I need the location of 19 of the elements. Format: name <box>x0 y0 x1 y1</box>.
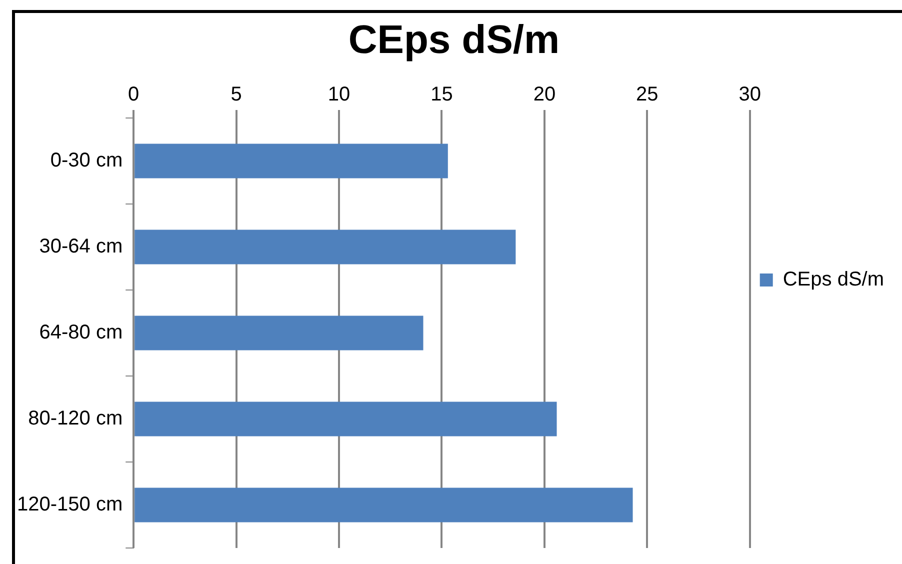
y-tick-label: 80-120 cm <box>28 408 123 430</box>
legend-label: CEps dS/m <box>782 268 884 291</box>
y-tick-label: 0-30 cm <box>50 150 123 172</box>
x-tick-label: 15 <box>430 84 453 106</box>
bar <box>134 488 633 522</box>
x-tick-label: 30 <box>738 84 761 106</box>
bar <box>134 316 424 350</box>
y-tick-label: 64-80 cm <box>39 322 123 344</box>
x-tick-label: 5 <box>230 84 242 106</box>
bar <box>134 402 557 436</box>
x-tick-label: 25 <box>636 84 658 106</box>
chart-title: CEps dS/m <box>348 18 560 62</box>
bar <box>134 230 516 264</box>
x-tick-label: 20 <box>533 84 556 106</box>
x-tick-label: 0 <box>128 84 140 106</box>
y-tick-label: 120-150 cm <box>16 494 123 516</box>
y-tick-label: 30-64 cm <box>39 236 123 258</box>
x-tick-label: 10 <box>328 84 350 106</box>
bar <box>134 144 448 178</box>
